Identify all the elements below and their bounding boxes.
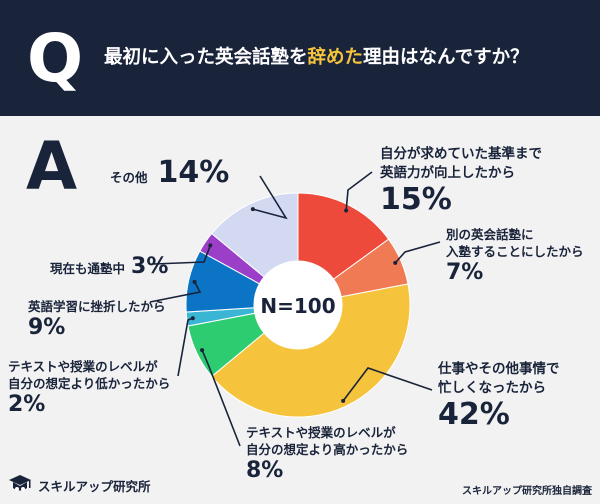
pct-s3: 8% — [246, 458, 284, 483]
label-s7: その他 14% — [110, 156, 229, 190]
leader-dot-2 — [341, 398, 346, 403]
leader-dot-3 — [200, 348, 205, 353]
a-letter: A — [26, 128, 78, 205]
leader-dot-1 — [393, 260, 398, 265]
leader-line-7 — [252, 175, 288, 220]
label-s3: テキストや授業のレベルが 自分の想定より高かったから 8% — [246, 424, 408, 484]
brand-name: スキルアップ研究所 — [38, 478, 151, 494]
label-s1-line1: 別の英会話塾に — [446, 227, 534, 242]
label-s2-line2: 忙しくなったから — [438, 380, 546, 396]
leader-line-3 — [201, 349, 241, 447]
source-note: スキルアップ研究所独自調査 — [462, 486, 592, 497]
leader-dot-5 — [192, 279, 197, 284]
label-s4-line2: 自分の想定より低かったから — [8, 376, 171, 391]
leader-line-6 — [153, 245, 212, 265]
label-s4: テキストや授業のレベルが 自分の想定より低かったから 2% — [8, 358, 170, 418]
label-s3-line1: テキストや授業のレベルが — [246, 425, 396, 440]
label-s0: 自分が求めていた基準まで 英語力が向上したから 15% — [380, 145, 542, 217]
label-s1-line2: 入塾することにしたから — [446, 244, 584, 259]
label-s5-line1: 英語学習に挫折したから — [28, 299, 166, 314]
pct-s0: 15% — [380, 182, 452, 217]
pct-s2: 42% — [438, 397, 510, 432]
pct-s6: 3% — [131, 254, 169, 279]
center-label: N=100 — [260, 294, 335, 318]
q-letter: Q — [26, 20, 84, 97]
leader-dot-0 — [344, 208, 349, 213]
graduation-cap-icon — [9, 475, 31, 491]
question-header: Q 最初に入った英会話塾を辞めた理由はなんですか？ — [0, 0, 600, 116]
leader-dot-7 — [250, 207, 255, 212]
pct-s7: 14% — [157, 155, 230, 190]
brand-logo: スキルアップ研究所 — [8, 474, 151, 496]
label-s2-line1: 仕事やその他事情で — [438, 361, 560, 377]
pct-s1: 7% — [446, 260, 484, 285]
label-s3-line2: 自分の想定より高かったから — [246, 442, 409, 457]
label-s0-line2: 英語力が向上したから — [380, 165, 515, 181]
leader-line-2 — [342, 367, 433, 402]
leader-line-1 — [394, 241, 441, 264]
question-text: 最初に入った英会話塾を辞めた理由はなんですか？ — [104, 44, 529, 72]
pct-s4: 2% — [8, 392, 46, 417]
question-highlight: 辞めた — [307, 47, 364, 68]
leader-dot-6 — [208, 243, 213, 248]
label-s5: 英語学習に挫折したから 9% — [28, 298, 166, 341]
label-s2: 仕事やその他事情で 忙しくなったから 42% — [438, 360, 560, 432]
question-post: 理由はなんですか？ — [363, 47, 529, 68]
label-s7-line1: その他 — [110, 170, 148, 185]
leader-line-0 — [345, 171, 373, 211]
donut-hole — [254, 261, 342, 349]
leader-line-5 — [149, 281, 202, 303]
label-s1: 別の英会話塾に 入塾することにしたから 7% — [446, 226, 584, 286]
label-s4-line1: テキストや授業のレベルが — [8, 359, 158, 374]
label-s6: 現在も通塾中 3% — [50, 254, 168, 280]
label-s6-line1: 現在も通塾中 — [50, 261, 126, 276]
question-pre: 最初に入った英会話塾を — [104, 47, 308, 68]
leader-dot-4 — [190, 316, 195, 321]
pct-s5: 9% — [28, 315, 66, 340]
label-s0-line1: 自分が求めていた基準まで — [380, 146, 542, 162]
